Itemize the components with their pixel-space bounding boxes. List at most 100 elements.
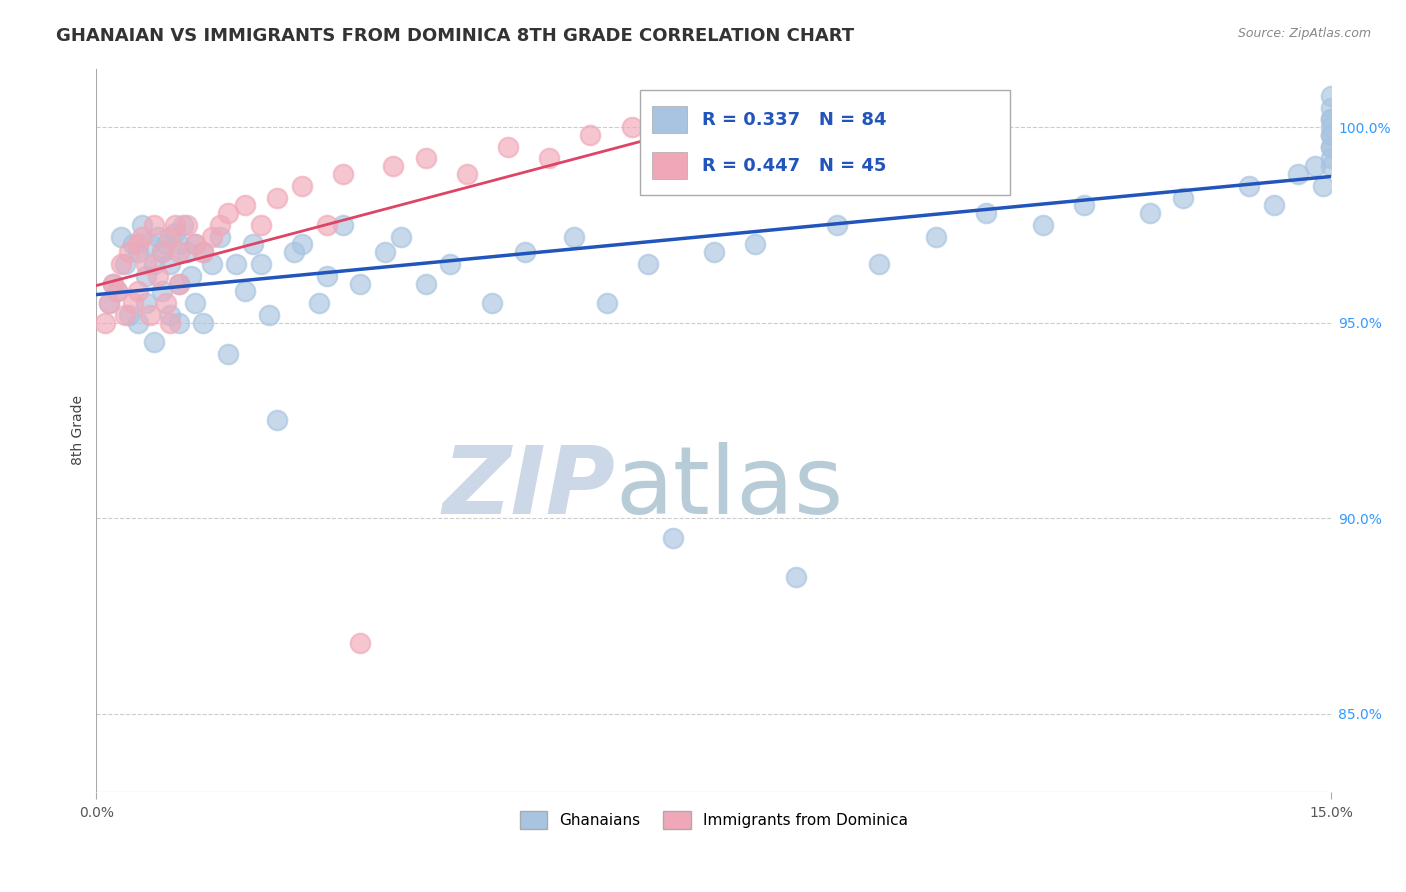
Point: [332, 218, 354, 232]
Point: [1288, 167, 1310, 181]
Point: [259, 308, 281, 322]
Point: [596, 296, 619, 310]
Point: [250, 257, 273, 271]
Point: [703, 112, 725, 127]
Point: [155, 237, 177, 252]
Point: [291, 178, 314, 193]
Text: R = 0.447   N = 45: R = 0.447 N = 45: [702, 157, 886, 175]
Point: [225, 257, 247, 271]
Point: [131, 229, 153, 244]
Point: [150, 285, 173, 299]
Point: [208, 229, 231, 244]
Point: [744, 101, 766, 115]
Point: [1139, 206, 1161, 220]
Point: [1320, 128, 1343, 142]
Point: [1173, 190, 1195, 204]
Point: [193, 245, 215, 260]
Y-axis label: 8th Grade: 8th Grade: [72, 395, 86, 466]
Point: [415, 277, 437, 291]
Point: [579, 128, 602, 142]
Point: [139, 308, 162, 322]
Point: [1073, 198, 1095, 212]
Point: [439, 257, 461, 271]
Point: [105, 285, 128, 299]
Text: GHANAIAN VS IMMIGRANTS FROM DOMINICA 8TH GRADE CORRELATION CHART: GHANAIAN VS IMMIGRANTS FROM DOMINICA 8TH…: [56, 27, 855, 45]
Point: [1320, 112, 1343, 127]
Point: [1320, 128, 1343, 142]
Point: [167, 316, 190, 330]
Point: [127, 237, 149, 252]
Point: [127, 245, 149, 260]
Point: [661, 139, 683, 153]
Point: [135, 268, 157, 283]
Point: [703, 245, 725, 260]
Point: [118, 308, 141, 322]
Point: [163, 226, 186, 240]
Point: [110, 229, 132, 244]
Point: [159, 257, 181, 271]
Point: [131, 218, 153, 232]
Point: [349, 636, 371, 650]
Point: [266, 190, 288, 204]
Point: [139, 237, 162, 252]
Point: [744, 237, 766, 252]
Point: [97, 296, 120, 310]
Point: [620, 120, 643, 135]
Point: [118, 245, 141, 260]
Point: [167, 277, 190, 291]
Point: [122, 296, 145, 310]
Point: [159, 229, 181, 244]
Point: [974, 206, 997, 220]
Point: [193, 316, 215, 330]
Text: Source: ZipAtlas.com: Source: ZipAtlas.com: [1237, 27, 1371, 40]
Point: [193, 245, 215, 260]
Point: [637, 257, 659, 271]
Point: [135, 257, 157, 271]
Point: [1320, 89, 1343, 103]
Point: [316, 268, 339, 283]
FancyBboxPatch shape: [640, 90, 1011, 195]
Point: [163, 218, 186, 232]
Point: [1312, 178, 1334, 193]
Point: [114, 257, 136, 271]
Point: [1320, 139, 1343, 153]
Point: [1320, 152, 1343, 166]
Point: [180, 268, 202, 283]
Point: [105, 285, 128, 299]
Point: [146, 229, 169, 244]
Point: [1320, 139, 1343, 153]
Point: [167, 277, 190, 291]
Point: [291, 237, 314, 252]
Point: [496, 139, 519, 153]
Point: [456, 167, 478, 181]
Point: [1303, 159, 1326, 173]
Point: [101, 277, 124, 291]
Point: [242, 237, 264, 252]
Point: [159, 316, 181, 330]
Point: [373, 245, 395, 260]
Point: [143, 218, 166, 232]
Point: [925, 229, 948, 244]
Point: [101, 277, 124, 291]
Point: [785, 570, 807, 584]
Point: [868, 257, 890, 271]
Point: [201, 257, 224, 271]
Point: [1320, 120, 1343, 135]
Point: [217, 347, 239, 361]
Point: [316, 218, 339, 232]
Point: [513, 245, 536, 260]
Point: [135, 296, 157, 310]
Point: [1237, 178, 1260, 193]
Point: [143, 335, 166, 350]
Point: [1320, 112, 1343, 127]
Point: [349, 277, 371, 291]
Point: [661, 531, 683, 545]
Point: [415, 152, 437, 166]
Point: [184, 237, 207, 252]
Point: [1032, 218, 1054, 232]
Point: [176, 218, 198, 232]
Text: ZIP: ZIP: [443, 442, 614, 534]
Point: [381, 159, 404, 173]
Point: [201, 229, 224, 244]
Point: [93, 316, 115, 330]
